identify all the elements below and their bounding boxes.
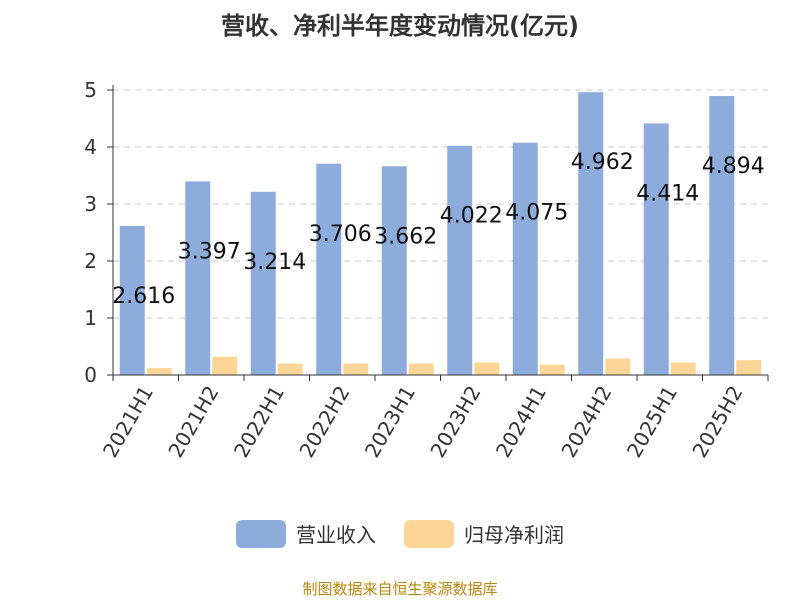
data-label-revenue: 4.962	[571, 150, 634, 175]
x-tick-label: 2021H2	[163, 382, 223, 462]
x-tick-label: 2023H1	[360, 382, 420, 462]
data-label-revenue: 4.894	[702, 154, 765, 179]
y-tick-label: 5	[84, 78, 97, 102]
data-label-revenue: 3.214	[243, 250, 306, 275]
legend-label-revenue: 营业收入	[296, 523, 376, 547]
y-tick-label: 0	[84, 363, 97, 387]
bar-net-profit	[343, 363, 369, 375]
bar-chart: 0 1 2 3 4 5 2021H1 2021H2 2022H1 2022H2 2023H1 2023…	[84, 78, 769, 462]
x-tick-label: 2025H2	[687, 382, 747, 462]
x-tick-label: 2024H2	[556, 382, 616, 462]
y-tick-label: 3	[84, 192, 97, 216]
data-label-revenue: 4.022	[440, 204, 503, 229]
chart-title: 营收、净利半年度变动情况(亿元)	[221, 12, 579, 40]
data-label-revenue: 4.414	[636, 181, 699, 206]
x-tick-label: 2022H2	[294, 382, 354, 462]
bar-net-profit	[736, 360, 762, 375]
bar-revenue	[119, 225, 145, 375]
legend-item-revenue[interactable]: 营业收入	[236, 519, 376, 548]
legend: 营业收入 归母净利润	[0, 519, 800, 548]
data-label-revenue: 4.075	[505, 201, 568, 226]
bar-revenue	[316, 163, 342, 375]
data-label-revenue: 3.662	[374, 224, 437, 249]
legend-item-net-profit[interactable]: 归母净利润	[404, 519, 564, 548]
bar-net-profit	[474, 362, 500, 375]
bar-revenue	[643, 123, 669, 375]
bar-revenue	[185, 181, 211, 375]
x-tick-label: 2021H1	[98, 382, 158, 462]
data-label-revenue: 3.397	[178, 239, 241, 264]
bar-revenue	[250, 191, 276, 375]
bar-net-profit	[277, 363, 303, 375]
bars	[119, 92, 762, 376]
y-tick-label: 4	[84, 135, 97, 159]
bar-revenue	[447, 145, 473, 375]
y-tick-label: 1	[84, 306, 97, 330]
bar-revenue	[709, 96, 735, 376]
source-note: 制图数据来自恒生聚源数据库	[302, 580, 498, 598]
bar-revenue	[578, 92, 604, 375]
bar-revenue	[512, 142, 538, 375]
x-tick-label: 2023H2	[425, 382, 485, 462]
bar-net-profit	[146, 368, 172, 375]
bar-net-profit	[408, 363, 434, 375]
legend-swatch-revenue	[236, 519, 286, 548]
bar-net-profit	[670, 362, 696, 375]
y-tick-label: 2	[84, 249, 97, 273]
legend-label-net-profit: 归母净利润	[464, 523, 564, 547]
legend-swatch-net-profit	[404, 519, 454, 548]
bar-net-profit	[212, 356, 238, 375]
bar-net-profit	[539, 364, 565, 375]
x-tick-label: 2024H1	[491, 382, 551, 462]
bar-revenue	[381, 166, 407, 375]
x-tick-label: 2022H1	[229, 382, 289, 462]
bar-net-profit	[605, 358, 631, 375]
data-label-revenue: 2.616	[112, 284, 175, 309]
x-tick-label: 2025H1	[622, 382, 682, 462]
data-label-revenue: 3.706	[309, 222, 372, 247]
